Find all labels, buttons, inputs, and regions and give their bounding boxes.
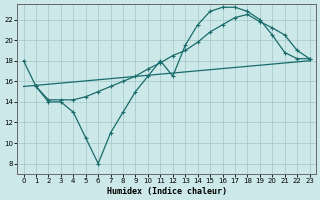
X-axis label: Humidex (Indice chaleur): Humidex (Indice chaleur) bbox=[107, 187, 227, 196]
